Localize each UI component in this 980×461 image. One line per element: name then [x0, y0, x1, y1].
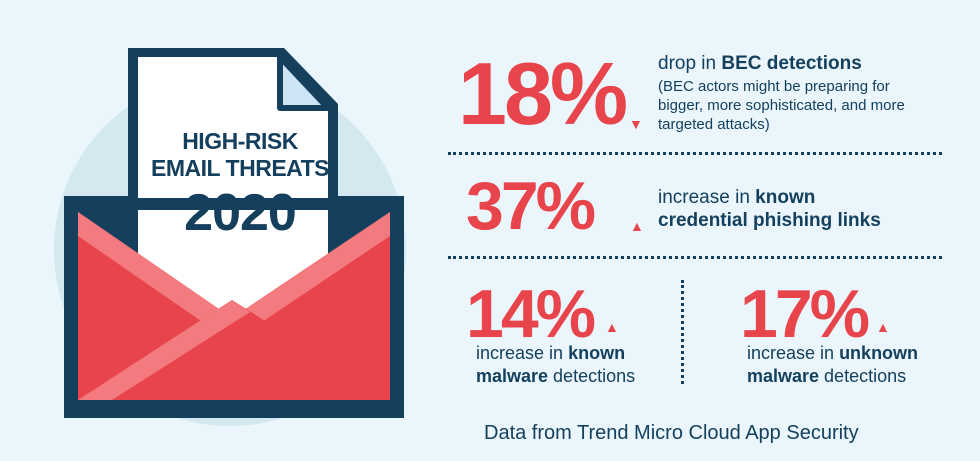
title-year: 2020 [184, 184, 297, 242]
stat-bec-description: drop in BEC detections (BEC actors might… [658, 52, 958, 134]
stat-bec-value: 18% [458, 44, 628, 143]
stat-bec-note: (BEC actors might be preparing for bigge… [658, 78, 905, 133]
stat-known-malware-rest: detections [548, 366, 636, 386]
stat-phishing-text: increase in [658, 187, 756, 208]
divider-vertical [681, 280, 684, 384]
stat-unknown-malware-bold-line2: malware [747, 366, 820, 386]
letter-fold [277, 54, 331, 111]
up-arrow-icon: ▲ [876, 319, 890, 335]
source-note: Data from Trend Micro Cloud App Security [484, 422, 859, 444]
stat-phishing-description: increase in known credential phishing li… [658, 186, 958, 232]
envelope-front [78, 300, 390, 400]
up-arrow-icon: ▲ [605, 319, 619, 335]
envelope-right-highlight [232, 212, 390, 330]
stat-known-malware-value: 14% [466, 276, 596, 352]
envelope-left-highlight [78, 212, 232, 330]
stat-unknown-malware-description: increase in unknown malware detections [747, 342, 947, 388]
stat-phishing-bold: known [755, 187, 816, 208]
stat-phishing-bold-line2: credential phishing links [658, 210, 881, 231]
up-arrow-icon: ▲ [630, 218, 644, 234]
letter-paper [138, 57, 328, 330]
stat-unknown-malware-bold: unknown [839, 343, 919, 363]
stat-known-malware-description: increase in known malware detections [476, 342, 666, 388]
down-arrow-icon: ▼ [629, 116, 643, 132]
title-line-1: HIGH-RISK [182, 128, 298, 154]
title-line-2: EMAIL THREATS [151, 155, 329, 181]
envelope-front-highlight [78, 300, 250, 400]
stat-phishing-value: 37% [466, 168, 596, 244]
envelope-title: HIGH-RISK EMAIL THREATS 2020 [150, 128, 330, 242]
stat-bec-bold: BEC detections [721, 53, 862, 74]
envelope-frame [64, 198, 404, 416]
stat-unknown-malware-rest: detections [819, 366, 907, 386]
stat-bec-text: drop in [658, 53, 722, 74]
stat-unknown-malware-text: increase in [747, 343, 840, 363]
stat-known-malware-text: increase in [476, 343, 569, 363]
stat-known-malware-bold-line2: malware [476, 366, 549, 386]
divider-1 [448, 152, 942, 155]
stat-unknown-malware-value: 17% [740, 276, 870, 352]
envelope-illustration [54, 48, 406, 426]
stat-known-malware-bold: known [568, 343, 626, 363]
divider-2 [448, 256, 942, 259]
